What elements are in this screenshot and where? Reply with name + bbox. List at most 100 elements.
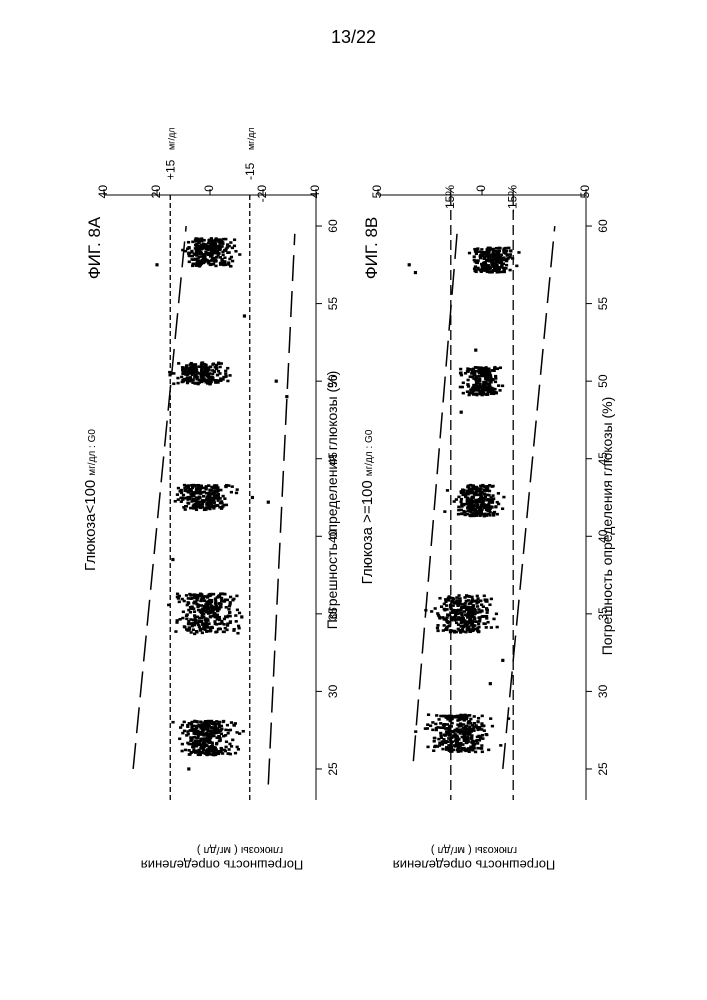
data-point bbox=[196, 248, 199, 251]
data-point bbox=[455, 596, 458, 599]
data-point bbox=[182, 494, 185, 497]
data-point bbox=[182, 610, 185, 613]
data-point-outlier bbox=[155, 263, 158, 266]
data-point bbox=[222, 630, 225, 633]
y-axis-label-line2: глюкозы ( мг/дл ) bbox=[197, 844, 283, 856]
y-tick-label: 40 bbox=[96, 185, 110, 199]
data-point bbox=[515, 265, 518, 268]
data-point bbox=[195, 262, 198, 265]
data-point bbox=[186, 502, 189, 505]
data-point bbox=[226, 724, 229, 727]
data-point bbox=[465, 608, 468, 611]
data-point bbox=[468, 500, 471, 503]
data-point bbox=[197, 623, 200, 626]
data-point bbox=[188, 261, 191, 264]
data-point bbox=[485, 381, 488, 384]
data-point bbox=[195, 508, 198, 511]
data-point bbox=[476, 605, 479, 608]
y-tick-label: 20 bbox=[149, 185, 163, 199]
data-point bbox=[225, 740, 228, 743]
data-point bbox=[180, 376, 183, 379]
data-point bbox=[207, 630, 210, 633]
data-point bbox=[491, 494, 494, 497]
data-point bbox=[469, 748, 472, 751]
data-point bbox=[496, 513, 499, 516]
data-point bbox=[238, 253, 241, 256]
data-point bbox=[436, 624, 439, 627]
data-point bbox=[477, 608, 480, 611]
data-point bbox=[478, 385, 481, 388]
data-point bbox=[475, 385, 478, 388]
data-point bbox=[488, 603, 491, 606]
y-tick-label: 0 bbox=[474, 185, 488, 192]
data-point bbox=[503, 247, 506, 250]
data-point bbox=[214, 603, 217, 606]
chart-title: Глюкоза<100мг/дл : G0 bbox=[82, 429, 99, 571]
data-point bbox=[192, 736, 195, 739]
data-point bbox=[210, 376, 213, 379]
data-point bbox=[201, 615, 204, 618]
data-point bbox=[227, 608, 230, 611]
data-point bbox=[196, 595, 199, 598]
data-point bbox=[455, 728, 458, 731]
data-point bbox=[229, 615, 232, 618]
data-point bbox=[184, 368, 187, 371]
data-point bbox=[490, 626, 493, 629]
data-point bbox=[487, 749, 490, 752]
data-point bbox=[228, 374, 231, 377]
data-point bbox=[455, 741, 458, 744]
data-point bbox=[228, 245, 231, 248]
data-point bbox=[192, 622, 195, 625]
data-point bbox=[455, 744, 458, 747]
data-point bbox=[463, 503, 466, 506]
data-point bbox=[509, 269, 512, 272]
data-point bbox=[181, 732, 184, 735]
data-point bbox=[195, 739, 198, 742]
data-point bbox=[441, 748, 444, 751]
data-point bbox=[434, 723, 437, 726]
data-point bbox=[492, 485, 495, 488]
data-point bbox=[492, 392, 495, 395]
data-point bbox=[470, 730, 473, 733]
data-point bbox=[468, 602, 471, 605]
data-point bbox=[495, 247, 498, 250]
data-point bbox=[181, 598, 184, 601]
data-point bbox=[462, 382, 465, 385]
data-point bbox=[214, 600, 217, 603]
data-point bbox=[498, 389, 501, 392]
data-point bbox=[430, 610, 433, 613]
data-point bbox=[224, 238, 227, 241]
data-point bbox=[477, 259, 480, 262]
data-point bbox=[463, 625, 466, 628]
data-point bbox=[468, 394, 471, 397]
data-point bbox=[213, 501, 216, 504]
data-point bbox=[229, 621, 232, 624]
data-point bbox=[465, 725, 468, 728]
data-point bbox=[459, 501, 462, 504]
data-point bbox=[222, 495, 225, 498]
data-point bbox=[467, 492, 470, 495]
data-point bbox=[212, 263, 215, 266]
data-point bbox=[186, 373, 189, 376]
data-point bbox=[210, 486, 213, 489]
data-point bbox=[469, 718, 472, 721]
data-point bbox=[195, 743, 198, 746]
data-point bbox=[171, 721, 174, 724]
data-point bbox=[471, 485, 474, 488]
data-point bbox=[203, 239, 206, 242]
data-point bbox=[222, 378, 225, 381]
data-point-outlier bbox=[414, 271, 417, 274]
data-point bbox=[478, 620, 481, 623]
data-point bbox=[486, 621, 489, 624]
data-point bbox=[475, 628, 478, 631]
data-point bbox=[226, 380, 229, 383]
data-point bbox=[476, 611, 479, 614]
data-point bbox=[187, 620, 190, 623]
data-point bbox=[465, 718, 468, 721]
data-point bbox=[469, 502, 472, 505]
data-point bbox=[238, 612, 241, 615]
data-point bbox=[497, 251, 500, 254]
data-point bbox=[485, 626, 488, 629]
data-point bbox=[176, 382, 179, 385]
data-point-outlier bbox=[285, 395, 288, 398]
